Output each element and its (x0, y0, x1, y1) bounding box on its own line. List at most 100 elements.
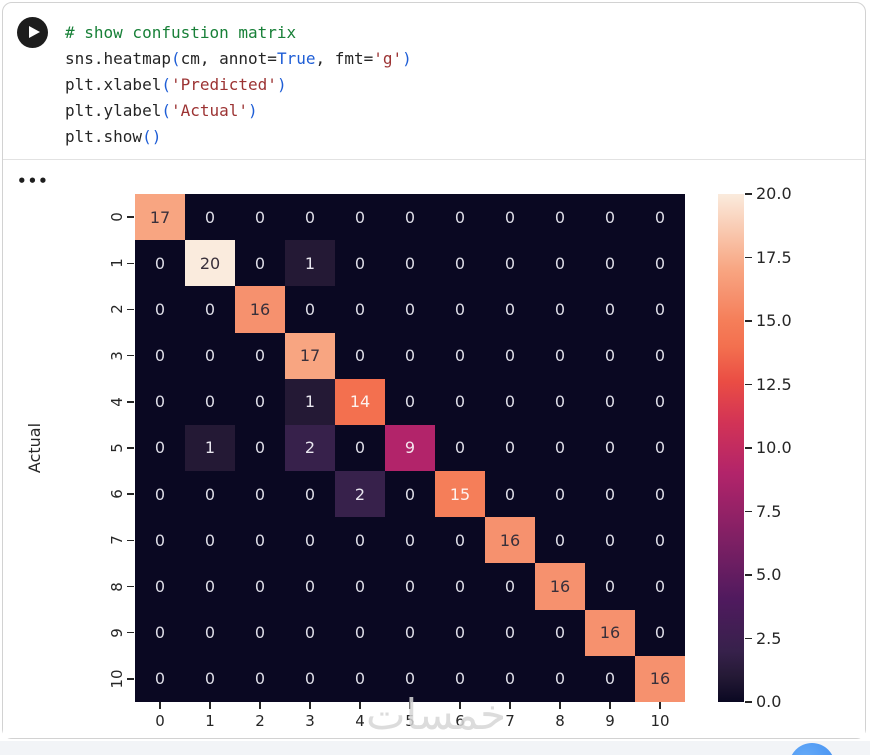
heatmap-cell: 0 (485, 194, 535, 241)
heatmap-cell: 0 (635, 424, 685, 472)
heatmap-cell: 0 (485, 471, 535, 518)
heatmap-cell: 2 (335, 471, 385, 518)
heatmap-cell: 0 (485, 332, 535, 379)
heatmap-cell: 16 (235, 286, 285, 333)
heatmap-cell: 0 (235, 655, 285, 702)
code-line[interactable]: plt.show() (65, 124, 412, 150)
x-tick-mark (559, 702, 561, 709)
heatmap-cell: 0 (135, 378, 185, 425)
heatmap-cell: 0 (635, 517, 685, 564)
heatmap-cell: 0 (635, 563, 685, 610)
colorbar-tick-label: 2.5 (756, 628, 782, 648)
code-token-plain: cm, annot= (180, 49, 277, 68)
heatmap-cell: 0 (585, 332, 635, 379)
colorbar-tick-mark (745, 256, 752, 259)
y-tick-mark (127, 539, 134, 542)
code-token-bracket: ) (402, 49, 412, 68)
heatmap-cell: 0 (285, 286, 335, 333)
code-token-string: 'Actual' (170, 101, 249, 120)
heatmap-cell: 0 (385, 378, 435, 425)
heatmap-cell: 16 (485, 517, 535, 564)
heatmap-cell: 0 (635, 194, 685, 241)
y-tick-mark (127, 447, 134, 449)
code-editor[interactable]: # show confustion matrix sns.heatmap(cm, … (3, 3, 865, 160)
heatmap-cell: 0 (185, 194, 235, 241)
code-token-plain: , fmt= (315, 49, 374, 68)
code-line[interactable]: plt.ylabel('Actual') (65, 98, 412, 124)
y-tick-mark (127, 632, 134, 634)
y-tick-mark (127, 585, 134, 588)
heatmap-cell: 0 (235, 240, 285, 287)
heatmap-cell: 0 (535, 194, 585, 241)
heatmap-grid: 17 0 0 0 0 0 0 0 0 0 0 0 20 0 1 0 0 0 0 0 0 0 0 0 16 0 0 0 0 0 0 0 0 0 0 0 1… (135, 194, 685, 702)
heatmap-cell: 0 (635, 609, 685, 656)
heatmap-cell: 0 (335, 517, 385, 564)
heatmap-cell: 0 (535, 286, 585, 333)
heatmap-cell: 0 (235, 563, 285, 610)
y-tick-mark (127, 401, 134, 403)
y-axis-label: Actual (25, 422, 44, 474)
cell-output: ••• Actual 0 1 2 3 4 5 6 7 8 9 10 17 0 0 0 0 0 0 0 0 0 0 0 20 0… (3, 160, 865, 738)
heatmap-cell: 0 (235, 471, 285, 518)
heatmap-cell: 0 (535, 609, 585, 656)
colorbar (718, 194, 744, 702)
x-tick-label: 4 (355, 712, 365, 730)
heatmap-cell: 0 (235, 424, 285, 472)
run-cell-button[interactable] (17, 17, 48, 48)
code-token-comment: # show confustion matrix (65, 23, 297, 42)
y-tick-label: 6 (108, 489, 126, 499)
heatmap-cell: 0 (635, 378, 685, 425)
x-tick-label: 2 (255, 712, 265, 730)
x-tick-label: 6 (455, 712, 465, 730)
heatmap-cell: 0 (135, 286, 185, 333)
heatmap-cell: 0 (285, 194, 335, 241)
heatmap-cell: 0 (435, 517, 485, 564)
heatmap-cell: 0 (185, 517, 235, 564)
colorbar-tick-label: 5.0 (756, 565, 782, 584)
y-tick-mark (127, 216, 134, 218)
heatmap-cell: 0 (135, 563, 185, 610)
x-tick-mark (209, 702, 211, 709)
heatmap-cell: 0 (385, 240, 435, 287)
floating-action-button[interactable] (789, 743, 835, 755)
heatmap-cell: 0 (435, 240, 485, 287)
y-tick-label: 10 (108, 669, 126, 689)
x-tick-mark (509, 702, 511, 709)
code-line[interactable]: # show confustion matrix (65, 20, 412, 46)
heatmap-cell: 0 (535, 332, 585, 379)
heatmap-cell: 0 (135, 424, 185, 472)
heatmap-cell: 20 (185, 240, 235, 287)
code-token-plain: plt.ylabel (65, 101, 162, 120)
heatmap-cell: 1 (285, 240, 335, 287)
colorbar-tick-label: 7.5 (756, 501, 782, 521)
heatmap-cell: 0 (585, 286, 635, 333)
code-line[interactable]: plt.xlabel('Predicted') (65, 72, 412, 98)
code-line[interactable]: sns.heatmap(cm, annot=True, fmt='g') (65, 46, 412, 72)
heatmap-cell: 0 (185, 609, 235, 656)
heatmap-cell: 0 (235, 194, 285, 241)
heatmap-cell: 0 (385, 471, 435, 518)
heatmap-cell: 1 (285, 378, 335, 425)
code-token-bracket: ) (276, 75, 287, 94)
x-tick-label: 0 (155, 712, 165, 730)
heatmap-cell: 0 (335, 424, 385, 472)
x-tick-mark (659, 702, 661, 709)
output-ellipsis-icon[interactable]: ••• (17, 172, 49, 190)
code-token-bracket: ) (248, 101, 258, 120)
heatmap-cell: 0 (485, 286, 535, 333)
heatmap-cell: 0 (585, 194, 635, 241)
code-token-plain: plt.show (65, 127, 143, 146)
colorbar-tick-label: 15.0 (756, 311, 792, 330)
heatmap-cell: 0 (585, 378, 635, 425)
heatmap-cell: 0 (285, 471, 335, 518)
heatmap-cell: 0 (285, 563, 335, 610)
heatmap-cell: 0 (335, 609, 385, 656)
heatmap-cell: 0 (485, 424, 535, 472)
heatmap-cell: 0 (235, 332, 285, 379)
heatmap-cell: 0 (335, 240, 385, 287)
colorbar-tick-label: 0.0 (756, 692, 782, 711)
heatmap-cell: 0 (485, 655, 535, 702)
code-token-bracket: ( (161, 75, 171, 94)
x-tick-mark (359, 702, 361, 709)
x-tick-label: 1 (205, 712, 215, 730)
